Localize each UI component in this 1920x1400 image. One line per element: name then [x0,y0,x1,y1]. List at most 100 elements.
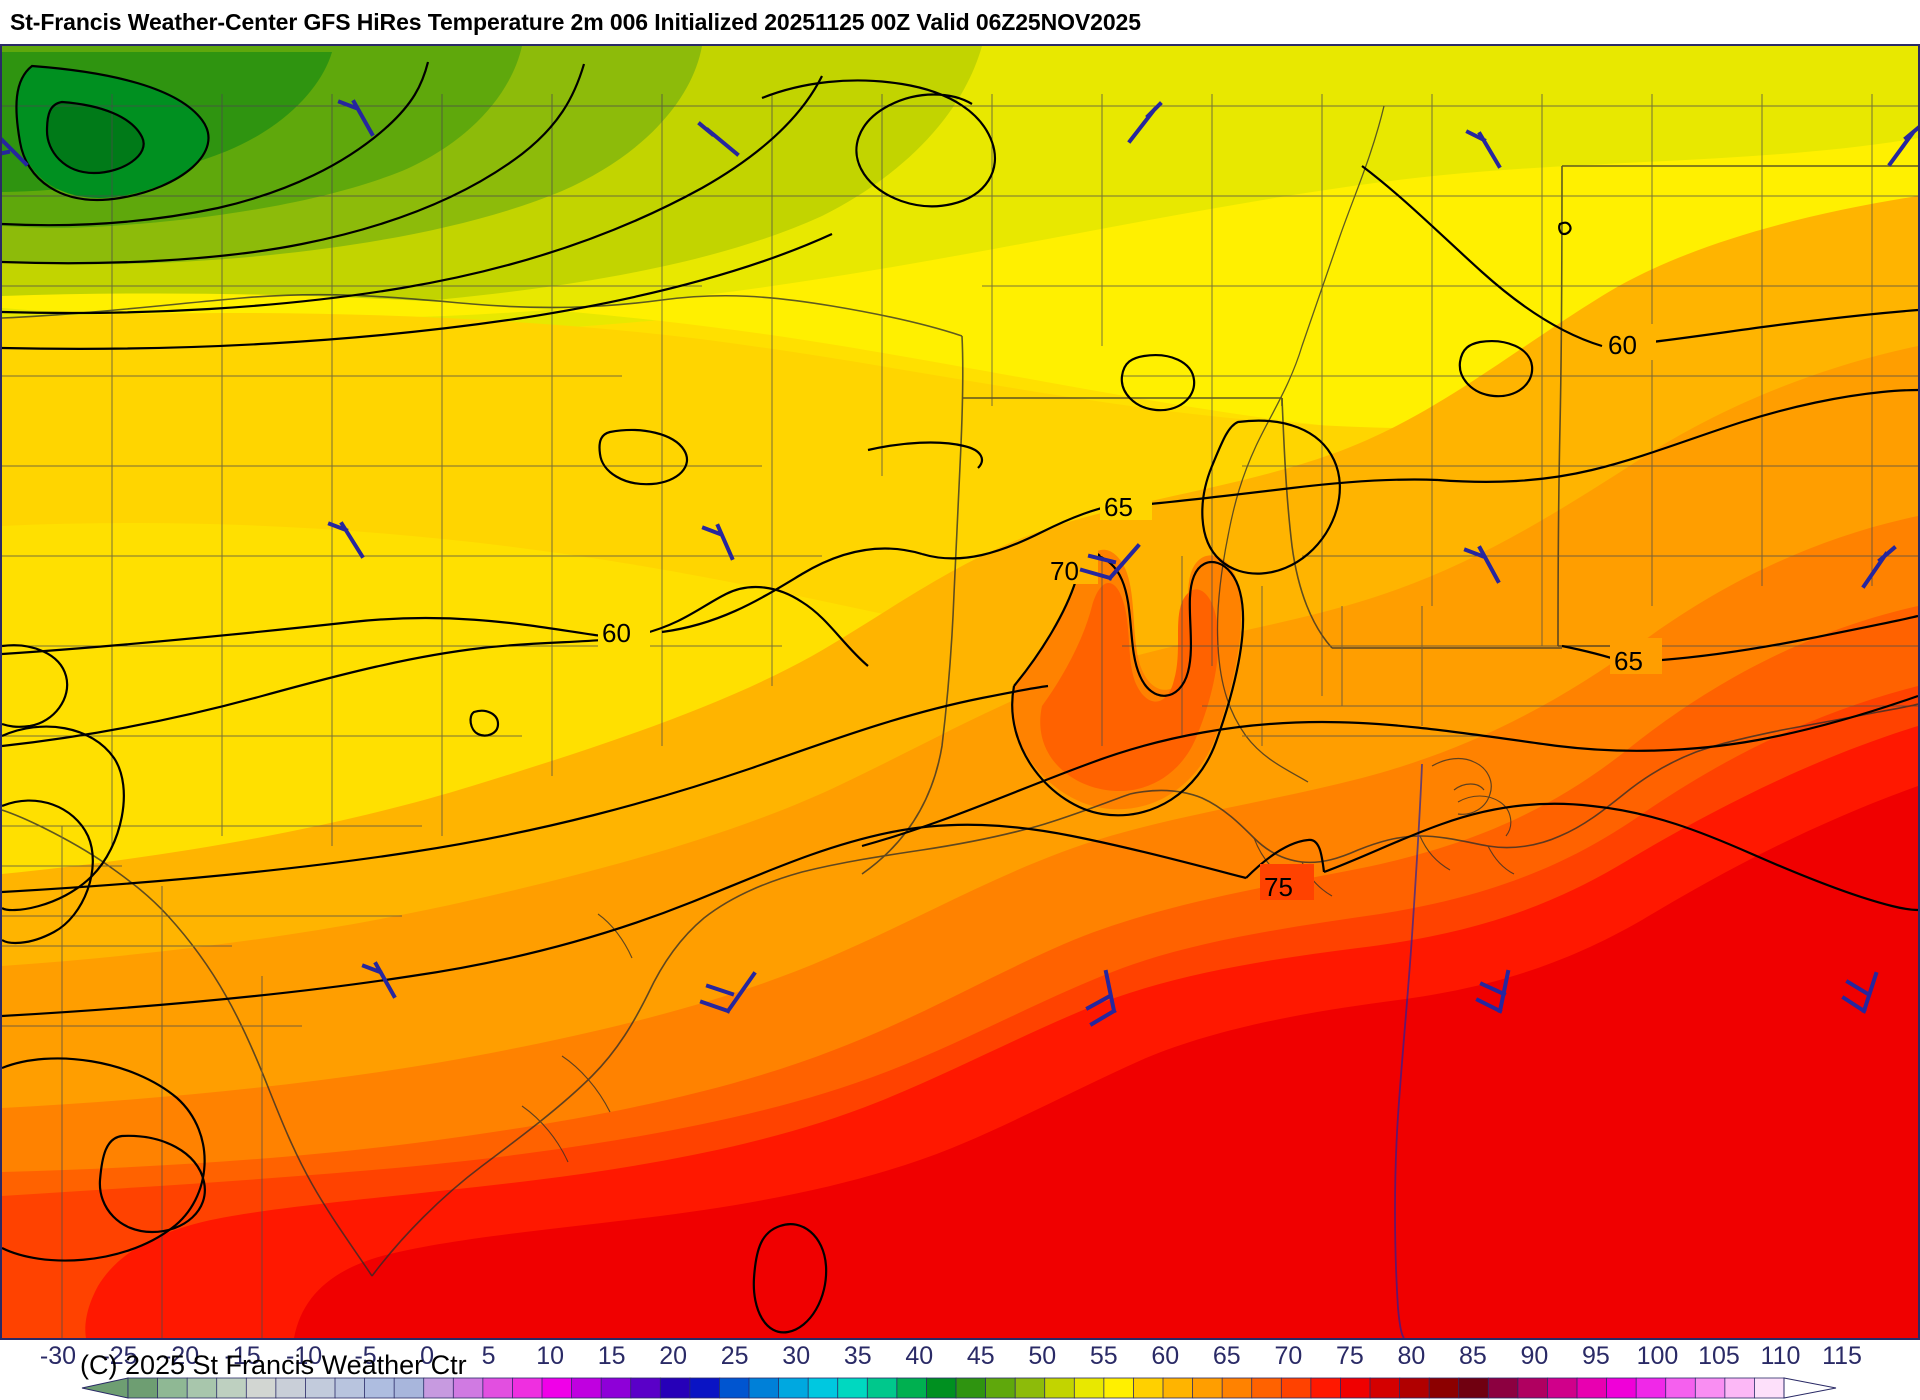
colorbar-cell [837,1377,869,1399]
colorbar-cell [1014,1377,1046,1399]
svg-text:65: 65 [1614,646,1643,676]
wind-barb [1127,101,1163,144]
colorbar-cell [807,1377,839,1399]
colorbar-tick-label: 70 [1274,1342,1303,1370]
colorbar-cell [659,1377,691,1399]
map-canvas[interactable]: 60 60 65 65 [0,44,1920,1340]
colorbar-tick-label: 75 [1335,1342,1364,1370]
contour-label: 70 [1046,548,1098,586]
colorbar-cell [127,1377,159,1399]
colorbar-cell [275,1377,307,1399]
colorbar-tick-label: 85 [1458,1342,1487,1370]
colorbar-cell [1073,1377,1105,1399]
colorbar-tick-label: 15 [597,1342,626,1370]
colorbar-tick-label: 105 [1698,1342,1740,1370]
colorbar-tick-label: 20 [659,1342,688,1370]
colorbar-cell [216,1377,248,1399]
colorbar-cell [1399,1377,1430,1399]
colorbar-cell [1606,1377,1637,1399]
colorbar-tick-label: 45 [966,1342,995,1370]
colorbar-tick-label: 10 [536,1342,565,1370]
colorbar-tick-label: 80 [1397,1342,1426,1370]
colorbar-cell [423,1377,455,1399]
wind-barb [2,137,29,167]
colorbar-tick-label: -25 [101,1342,138,1370]
colorbar-cell [896,1377,928,1399]
colorbar-cell [719,1377,750,1399]
colorbar-tick-label: 110 [1760,1342,1801,1370]
temperature-contour-map: 60 60 65 65 [2,46,1918,1338]
colorbar-cell [1635,1377,1667,1399]
colorbar-cell [452,1377,484,1399]
colorbar-cell [1133,1377,1164,1399]
colorbar-tick-label: -10 [285,1342,323,1370]
colorbar-cell [1547,1377,1578,1399]
colorbar-tick-label: 60 [1151,1342,1180,1370]
colorbar-tick-label: -30 [39,1342,77,1370]
wind-barb [1475,969,1511,1014]
colorbar-tick-label: 50 [1028,1342,1057,1370]
colorbar-cell [393,1377,425,1399]
colorbar-cell [1754,1377,1785,1399]
colorbar-cell [157,1377,188,1399]
wind-barb [1841,971,1879,1014]
colorbar-cell [1576,1377,1608,1399]
colorbar-cell [1665,1377,1697,1399]
colorbar-cell [630,1377,662,1399]
colorbar-cell [1458,1377,1490,1399]
wind-barb [1465,129,1502,169]
colorbar-tick-label: -5 [354,1342,377,1370]
contour-label-layer: 60 60 65 65 [598,324,1662,902]
svg-text:60: 60 [602,618,631,648]
wind-barb [1085,969,1117,1027]
colorbar-tick-label: 5 [481,1342,496,1370]
contour-label: 75 [1260,864,1314,902]
colorbar-cell [955,1377,987,1399]
colorbar-tick-label: 115 [1822,1342,1862,1370]
colorbar-cell [571,1377,602,1399]
colorbar-tick-label: 65 [1212,1342,1241,1370]
colorbar-cell [1428,1377,1460,1399]
colorbar-cell [1724,1377,1756,1399]
colorbar-cell [600,1377,632,1399]
temperature-fill-layer [2,46,1918,1338]
wind-barb [1887,125,1918,167]
colorbar-cell [1044,1377,1076,1399]
svg-text:65: 65 [1104,492,1133,522]
colorbar-cell [482,1377,514,1399]
wind-barb [361,961,397,999]
colorbar-cell [985,1377,1016,1399]
colorbar-tick-label: -20 [162,1342,200,1370]
colorbar-cell [1280,1377,1312,1399]
wind-barb [327,521,365,559]
wind-barb [699,971,757,1014]
colorbar-tick-label: -15 [224,1342,261,1370]
colorbar-tick-label: 55 [1089,1342,1118,1370]
colorbar-legend: -30 -25 -20 -15 -10 -5 0 5 10 15 20 25 30 35 40 45 50 55 6… [0,1340,1920,1400]
wind-barb-layer [2,99,1918,1027]
colorbar-tick-label: 25 [720,1342,749,1370]
contour-label: 60 [598,612,650,648]
colorbar-cell [778,1377,809,1399]
page-title: St-Francis Weather-Center GFS HiRes Temp… [10,8,1141,35]
contour-lines-layer [2,61,1918,1334]
wind-barb [701,523,735,561]
colorbar-cell [1694,1377,1726,1399]
wind-barb [697,121,740,157]
colorbar-cell [541,1377,573,1399]
colorbar-cell [1162,1377,1194,1399]
wind-barb [1463,545,1501,584]
colorbar-cell [245,1377,277,1399]
wind-barb [1861,545,1897,589]
colorbar-swatches [0,1376,1920,1400]
colorbar-cell [1340,1377,1371,1399]
colorbar-cell [305,1377,336,1399]
colorbar-cell [1310,1377,1342,1399]
colorbar-tick-label: 90 [1520,1342,1549,1370]
contour-label: 65 [1610,638,1662,676]
colorbar-cell [512,1377,543,1399]
colorbar-cell [334,1377,366,1399]
colorbar-cell [748,1377,780,1399]
colorbar-cell [364,1377,395,1399]
colorbar-cell [689,1377,721,1399]
